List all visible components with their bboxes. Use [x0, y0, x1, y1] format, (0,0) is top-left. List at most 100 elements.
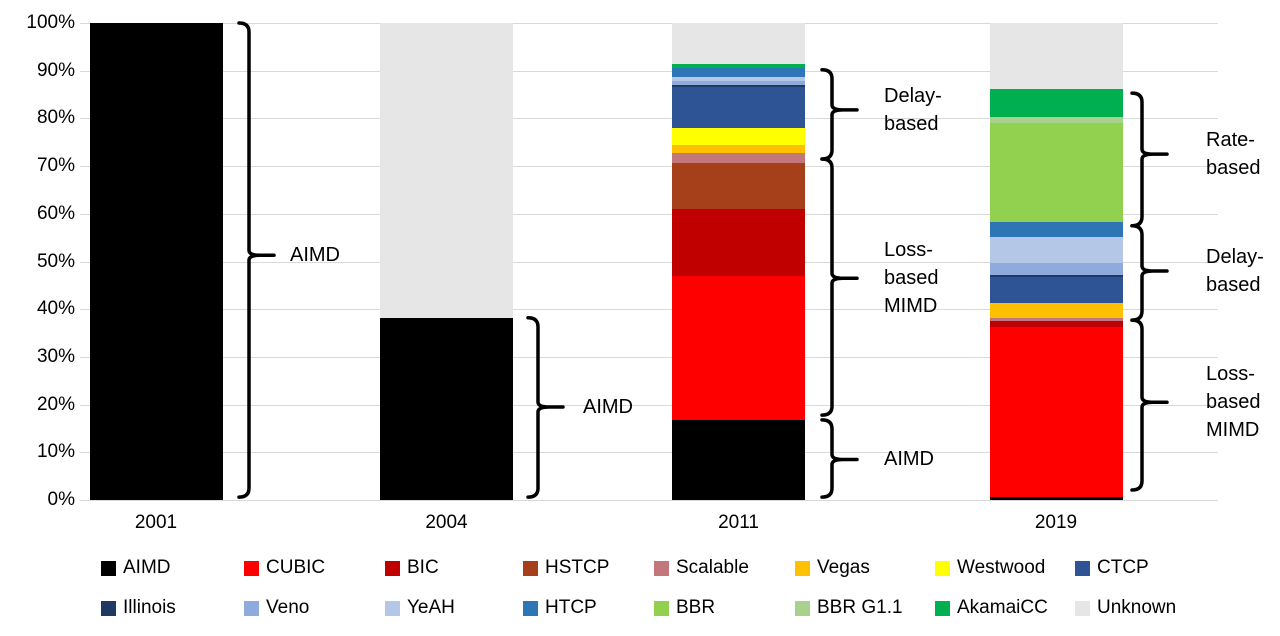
gridline [80, 500, 1218, 501]
legend-swatch [654, 600, 669, 616]
legend-swatch [795, 600, 810, 616]
legend-label: HTCP [545, 597, 597, 618]
legend-label: BBR [676, 597, 716, 618]
bar-segment-bic [672, 209, 805, 276]
annotation-label: Loss- based MIMD [1206, 363, 1261, 442]
bar-segment-htcp [989, 221, 1123, 237]
gridline [80, 261, 1218, 263]
bar-segment-aimd [89, 23, 223, 500]
bar-segment-unknown [989, 23, 1123, 89]
gridline [80, 452, 1218, 454]
legend-item-bbr: BBR [654, 596, 715, 620]
y-axis-tick-label: 70% [36, 155, 75, 177]
bar-segment-akamaicc [672, 64, 805, 68]
y-axis-tick-label: 80% [36, 107, 75, 129]
annotation-label: Rate- based [1206, 129, 1261, 180]
bar-segment-cubic [672, 275, 805, 420]
bar-segment-illinois [672, 85, 805, 88]
legend-swatch [385, 600, 400, 616]
y-axis-tick-label: 10% [36, 441, 75, 463]
curly-brace [237, 21, 276, 499]
legend-item-bic: BIC [385, 556, 439, 580]
legend-item-hstcp: HSTCP [523, 556, 609, 580]
annotation-label: Delay- based [884, 84, 942, 135]
legend-item-scalable: Scalable [654, 556, 749, 580]
x-axis-label: 2011 [718, 512, 759, 533]
bar-2019 [989, 23, 1123, 500]
y-axis-tick-label: 0% [47, 489, 75, 510]
bar-segment-ctcp [672, 87, 805, 128]
legend-swatch [523, 600, 538, 616]
bar-2011 [672, 23, 805, 500]
legend-label: AkamaiCC [957, 597, 1048, 618]
legend-swatch [654, 560, 669, 576]
legend-label: YeAH [407, 597, 455, 618]
annotation-label: Loss- based MIMD [884, 239, 939, 318]
bar-segment-bic [989, 321, 1123, 327]
bar-segment-ctcp [989, 277, 1123, 303]
bar-segment-aimd [672, 419, 805, 500]
x-axis-label: 2004 [425, 512, 468, 533]
y-axis-tick-label: 20% [36, 393, 75, 415]
legend-item-yeah: YeAH [385, 596, 455, 620]
gridline [80, 309, 1218, 311]
x-axis-label: 2001 [134, 512, 178, 533]
bar-segment-veno [989, 262, 1123, 275]
bar-segment-unknown [672, 23, 805, 65]
bar-segment-bbr [989, 123, 1123, 222]
legend-item-cubic: CUBIC [244, 556, 325, 580]
legend-item-illinois: Illinois [101, 596, 176, 620]
gridline [80, 70, 1218, 72]
legend-item-aimd: AIMD [101, 556, 171, 580]
legend-swatch [244, 560, 259, 576]
x-axis-label: 2019 [1034, 512, 1078, 533]
gridline [80, 404, 1218, 406]
bar-segment-bbr-g1-1 [989, 116, 1123, 124]
legend-label: BBR G1.1 [817, 597, 903, 618]
y-axis-tick-label: 60% [36, 202, 75, 224]
gridline [80, 23, 1218, 24]
curly-brace [526, 316, 565, 499]
legend-item-vegas: Vegas [795, 556, 870, 580]
bar-segment-vegas [672, 145, 805, 154]
legend-label: CTCP [1097, 557, 1149, 578]
legend-label: CUBIC [266, 557, 326, 578]
y-axis-tick-label: 50% [36, 250, 75, 272]
bar-segment-veno [672, 81, 805, 85]
bar-segment-scalable [672, 153, 805, 164]
legend-swatch [101, 600, 116, 616]
legend-item-westwood: Westwood [935, 556, 1045, 580]
legend-item-unknown: Unknown [1075, 596, 1176, 620]
curly-brace [820, 67, 859, 161]
curly-brace [1130, 223, 1169, 322]
bar-segment-westwood [672, 127, 805, 146]
bar-segment-hstcp [672, 163, 805, 210]
curly-brace [820, 418, 859, 499]
gridline [80, 166, 1218, 168]
bar-segment-cubic [989, 326, 1123, 498]
legend-swatch [935, 560, 950, 576]
legend-swatch [523, 560, 538, 576]
bar-segment-htcp [672, 67, 805, 77]
annotation-label: AIMD [290, 244, 340, 267]
y-axis-tick-label: 100% [26, 12, 75, 33]
gridline [80, 213, 1218, 215]
legend-swatch [1075, 560, 1090, 576]
legend-label: Vegas [817, 557, 870, 578]
annotation-label: AIMD [583, 395, 633, 418]
bar-segment-illinois [989, 274, 1123, 278]
legend-label: Veno [266, 597, 310, 618]
y-axis-tick-label: 90% [36, 59, 75, 81]
legend-label: Illinois [123, 597, 176, 618]
curly-brace [1130, 91, 1169, 228]
legend-label: Westwood [957, 557, 1046, 578]
bar-2004 [380, 23, 513, 500]
curly-brace [820, 157, 859, 417]
bar-segment-vegas [989, 302, 1123, 318]
legend-swatch [244, 600, 259, 616]
legend-label: AIMD [123, 557, 171, 578]
legend-item-akamaicc: AkamaiCC [935, 596, 1048, 620]
y-axis-tick-label: 30% [36, 345, 75, 367]
legend-item-veno: Veno [244, 596, 309, 620]
